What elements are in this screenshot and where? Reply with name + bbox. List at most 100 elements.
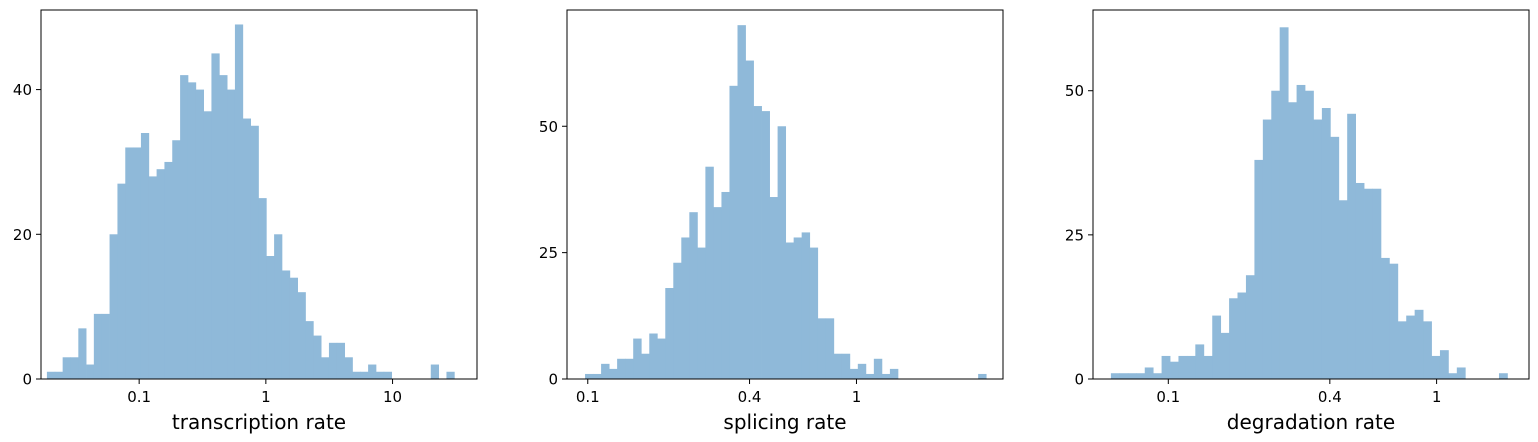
histogram-bar bbox=[93, 313, 103, 379]
histogram-bar bbox=[1186, 355, 1196, 379]
histogram-bar bbox=[593, 373, 602, 379]
histogram-bar bbox=[109, 234, 118, 379]
axes-frame bbox=[40, 9, 478, 380]
histogram-bar bbox=[601, 363, 610, 379]
histogram-bar bbox=[274, 234, 283, 379]
chart-panel-3: 0 25 50 0.1 0.4 1 degradation rate bbox=[1065, 9, 1530, 434]
y-tick-label: 25 bbox=[1065, 226, 1084, 244]
histogram-bar bbox=[617, 358, 626, 379]
chart-panel-1: 0 20 40 0.1 1 10 transcription rate bbox=[13, 9, 478, 434]
histogram-bar bbox=[305, 321, 314, 379]
histogram-bar bbox=[1279, 27, 1289, 380]
histogram-bar bbox=[258, 198, 267, 379]
chart-panel-2: 0 25 50 0.1 0.4 1 splicing rate bbox=[539, 9, 1004, 434]
histogram-bar bbox=[344, 357, 353, 379]
histogram-bar bbox=[234, 24, 244, 379]
histogram-bar bbox=[657, 338, 666, 379]
histogram-bar bbox=[817, 318, 827, 379]
histogram-bar bbox=[133, 147, 142, 379]
histogram-bar bbox=[164, 161, 173, 379]
x-tick-label: 1 bbox=[1432, 388, 1442, 406]
histogram-bar bbox=[313, 335, 322, 379]
histogram-bar bbox=[1237, 292, 1247, 379]
histogram-bar bbox=[1212, 315, 1222, 379]
histogram-bar bbox=[1161, 355, 1171, 379]
histogram-bar bbox=[289, 277, 298, 379]
histogram-bar bbox=[148, 176, 157, 379]
histogram-bar bbox=[729, 85, 738, 379]
histogram-bar bbox=[833, 353, 843, 379]
x-axis-label: transcription rate bbox=[172, 410, 346, 434]
histogram-bar bbox=[1220, 332, 1230, 380]
x-tick-label: 0.4 bbox=[738, 388, 762, 406]
x-tick-label: 1 bbox=[852, 388, 862, 406]
histogram-bar bbox=[1254, 159, 1264, 379]
histogram-bar bbox=[697, 247, 706, 379]
y-tick-label: 0 bbox=[548, 371, 558, 389]
histogram-bar bbox=[1380, 257, 1390, 379]
histogram-bar bbox=[219, 75, 228, 380]
histogram-bar bbox=[777, 126, 787, 379]
y-tick-label: 50 bbox=[539, 118, 558, 136]
histogram-bar bbox=[86, 364, 95, 379]
histogram-bar bbox=[375, 371, 385, 379]
histogram-bar bbox=[352, 371, 361, 379]
histogram-bar bbox=[1364, 188, 1373, 379]
histogram-bar bbox=[1136, 373, 1146, 379]
histogram-bar bbox=[321, 357, 330, 379]
histogram-bar bbox=[1355, 182, 1365, 379]
histogram-bar bbox=[873, 358, 883, 379]
histogram-bar bbox=[1178, 355, 1188, 379]
histogram-bar bbox=[1304, 90, 1314, 379]
histogram-bar bbox=[825, 318, 835, 379]
histogram-bar bbox=[62, 357, 71, 379]
histogram-bar bbox=[195, 89, 204, 379]
histogram-bar bbox=[1347, 113, 1356, 379]
histogram-bar bbox=[689, 212, 698, 379]
histogram-bar bbox=[633, 338, 642, 379]
histogram-bar bbox=[1330, 136, 1340, 379]
histogram-bar bbox=[793, 237, 803, 379]
histogram-bar bbox=[446, 371, 455, 379]
axes-frame bbox=[566, 9, 1004, 380]
histogram-bar bbox=[1338, 200, 1348, 379]
x-tick-label: 0.4 bbox=[1318, 388, 1342, 406]
y-tick-label: 20 bbox=[13, 226, 32, 244]
histogram-bar bbox=[1288, 102, 1297, 379]
histogram-bar bbox=[1245, 275, 1255, 379]
histogram-bar bbox=[801, 232, 811, 379]
histogram-bar bbox=[281, 270, 291, 379]
histogram-bar bbox=[1296, 84, 1306, 379]
histogram-bar bbox=[609, 368, 618, 379]
histogram-bar bbox=[1229, 298, 1238, 379]
histogram-bar bbox=[250, 125, 259, 379]
histogram-bar bbox=[211, 53, 220, 379]
histogram-bar bbox=[1195, 344, 1205, 379]
histogram-bar bbox=[809, 247, 819, 379]
x-tick-label: 10 bbox=[383, 388, 402, 406]
histogram-bar bbox=[641, 353, 650, 379]
histogram-bar bbox=[383, 371, 393, 379]
histogram-bar bbox=[673, 262, 682, 379]
histogram-bar bbox=[865, 373, 875, 379]
histogram-bar bbox=[1406, 315, 1416, 379]
x-axis-label: splicing rate bbox=[723, 410, 846, 434]
histogram-bar bbox=[737, 25, 746, 379]
histogram-bar bbox=[1271, 90, 1281, 379]
histogram-bar bbox=[187, 82, 197, 379]
histogram-bar bbox=[1448, 373, 1458, 379]
histogram-bar bbox=[242, 118, 251, 379]
histogram-bar bbox=[78, 328, 87, 379]
histogram-bar bbox=[1372, 188, 1382, 379]
histogram-bar bbox=[172, 140, 181, 379]
histogram-bars bbox=[46, 24, 455, 380]
x-tick-label: 1 bbox=[261, 388, 271, 406]
histogram-bar bbox=[625, 358, 634, 379]
histogram-bar bbox=[360, 371, 369, 379]
y-tick-label: 25 bbox=[539, 244, 558, 262]
histogram-bar bbox=[156, 169, 165, 379]
histogram-bar bbox=[70, 357, 79, 379]
histogram-bar bbox=[140, 133, 150, 379]
histogram-bar bbox=[1389, 263, 1399, 379]
histogram-bar bbox=[1144, 367, 1154, 379]
